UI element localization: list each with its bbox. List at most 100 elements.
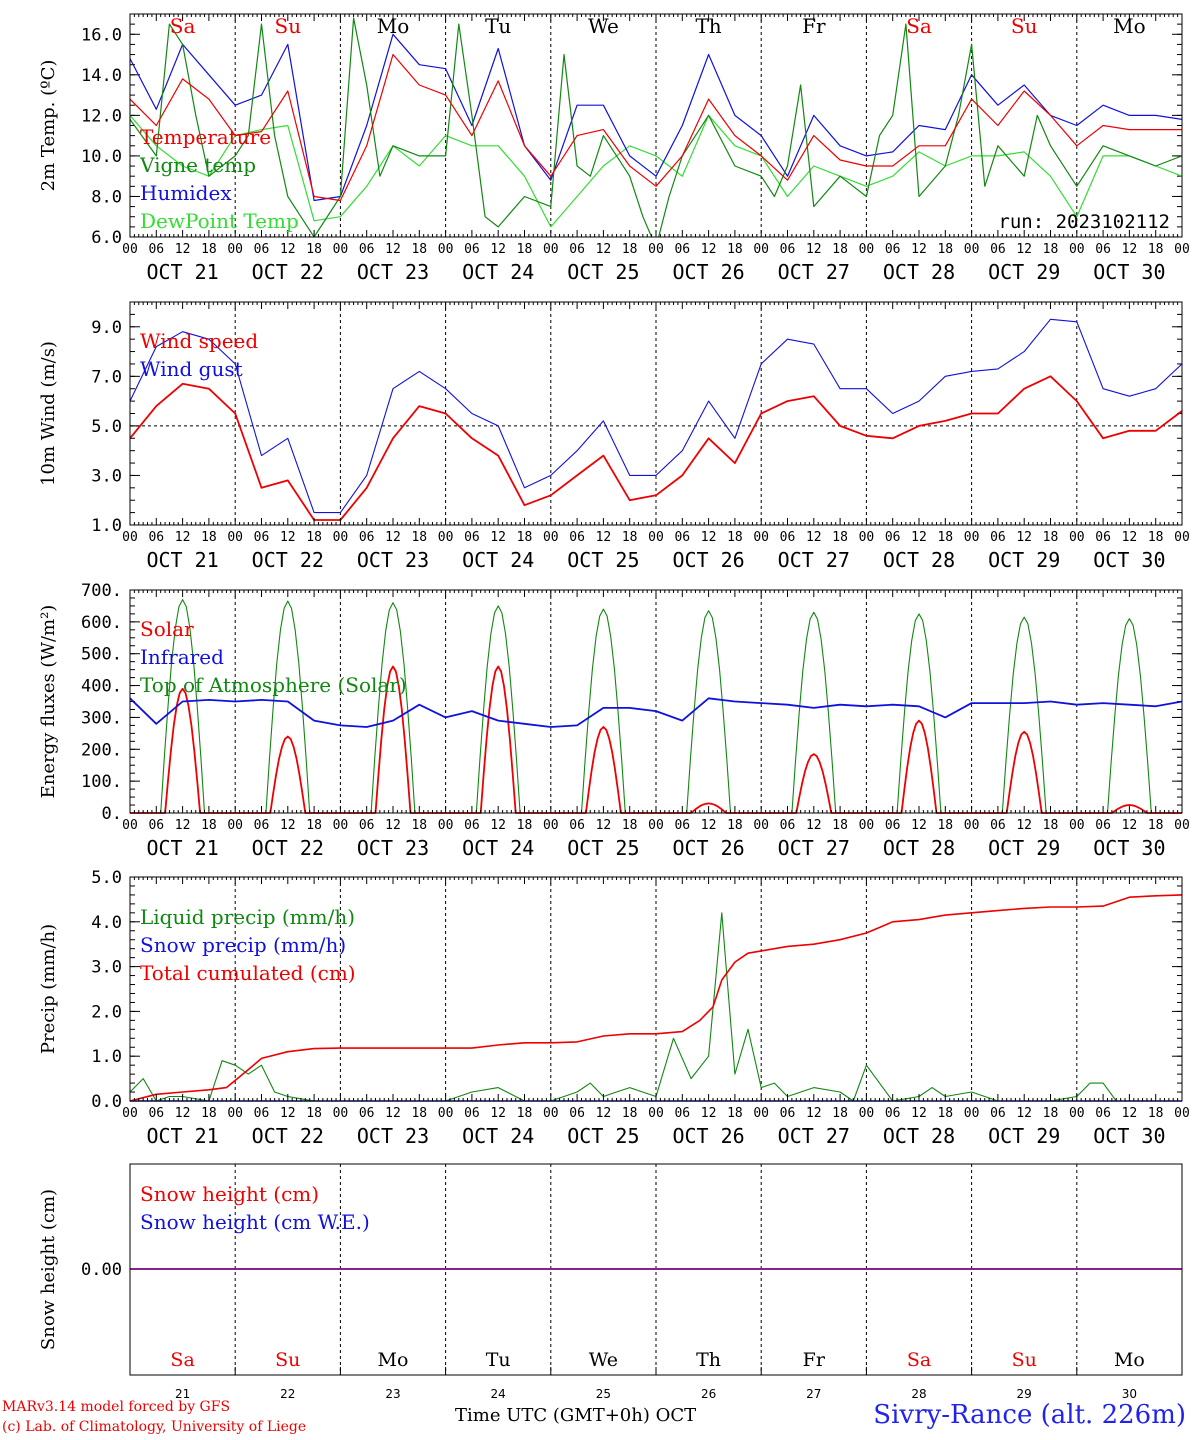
day-number-label: 22	[280, 1387, 295, 1401]
hour-tick-label: 06	[569, 530, 585, 545]
hour-tick-label: 00	[753, 818, 769, 833]
hour-tick-label: 12	[911, 1106, 927, 1121]
hour-tick-label: 00	[964, 818, 980, 833]
y-tick-label: 0.00	[81, 1260, 122, 1280]
hour-tick-label: 12	[1016, 818, 1032, 833]
hour-tick-label: 06	[1095, 242, 1111, 257]
hour-tick-label: 00	[1069, 1106, 1085, 1121]
hour-tick-label: 00	[964, 242, 980, 257]
hour-tick-label: 18	[517, 1106, 533, 1121]
date-label: OCT 30	[1093, 548, 1165, 572]
hour-tick-label: 00	[648, 818, 664, 833]
series-line-temperature	[130, 53, 1182, 202]
hour-tick-label: 06	[359, 818, 375, 833]
weekday-label: Fr	[802, 14, 826, 38]
x-axis-month: OCT	[655, 1405, 697, 1426]
date-label: OCT 26	[672, 548, 744, 572]
hour-tick-label: 18	[832, 242, 848, 257]
weekday-label: Su	[275, 14, 302, 38]
hour-tick-label: 12	[1122, 818, 1138, 833]
hour-tick-label: 12	[701, 242, 717, 257]
weekday-label: Sa	[906, 14, 932, 38]
hour-tick-label: 18	[1148, 530, 1164, 545]
day-number-label: 21	[175, 1387, 190, 1401]
hour-tick-label: 12	[1122, 1106, 1138, 1121]
hour-tick-label: 12	[490, 530, 506, 545]
hour-tick-label: 00	[543, 1106, 559, 1121]
hour-tick-label: 06	[254, 530, 270, 545]
date-label: OCT 21	[146, 836, 218, 860]
date-label: OCT 23	[357, 1124, 429, 1148]
hour-tick-label: 18	[411, 818, 427, 833]
hour-tick-label: 18	[727, 1106, 743, 1121]
hour-tick-label: 06	[254, 1106, 270, 1121]
hour-tick-label: 18	[1043, 242, 1059, 257]
panel-precip: 0.0 1.0 2.0 3.0 4.0 5.0 00 06 12 18 00 06 12 18 00 06 12…	[38, 868, 1190, 1148]
y-tick-label: 300.	[81, 708, 122, 728]
hour-tick-label: 06	[990, 530, 1006, 545]
hour-tick-label: 06	[569, 242, 585, 257]
hour-tick-label: 06	[885, 818, 901, 833]
hour-tick-label: 00	[964, 1106, 980, 1121]
hour-tick-label: 00	[122, 818, 138, 833]
weekday-label: Su	[1011, 14, 1038, 38]
y-tick-label: 700.	[81, 581, 122, 601]
panel-temperature: 6.0 8.0 10.0 12.0 14.0 16.0 00 06 12 18 00 06 12 18 00…	[38, 13, 1190, 284]
date-label: OCT 30	[1093, 836, 1165, 860]
date-label: OCT 22	[252, 548, 324, 572]
hour-tick-label: 00	[438, 818, 454, 833]
hour-tick-label: 18	[201, 818, 217, 833]
hour-tick-label: 18	[411, 242, 427, 257]
hour-tick-label: 06	[674, 530, 690, 545]
legend-entry: Wind gust	[140, 357, 243, 381]
day-number-label: 26	[701, 1387, 716, 1401]
hour-tick-label: 12	[911, 530, 927, 545]
hour-tick-label: 12	[911, 242, 927, 257]
station-name: Sivry-Rance (alt. 226m)	[873, 1400, 1186, 1430]
hour-tick-label: 00	[1069, 242, 1085, 257]
hour-tick-label: 18	[306, 1106, 322, 1121]
date-label: OCT 23	[357, 260, 429, 284]
hour-tick-label: 18	[937, 818, 953, 833]
legend-entry: Humidex	[140, 181, 232, 205]
hour-tick-label: 00	[543, 242, 559, 257]
hour-tick-label: 00	[333, 530, 349, 545]
weekday-label: Sa	[170, 1349, 194, 1371]
y-tick-label: 10.0	[81, 147, 122, 167]
legend-entry: Total cumulated (cm)	[140, 961, 356, 985]
date-label: OCT 23	[357, 836, 429, 860]
hour-tick-label: 18	[937, 1106, 953, 1121]
hour-tick-label: 18	[832, 818, 848, 833]
hour-tick-label: 06	[1095, 818, 1111, 833]
hour-tick-label: 12	[175, 1106, 191, 1121]
hour-tick-label: 00	[753, 242, 769, 257]
hour-tick-label: 00	[333, 242, 349, 257]
hour-tick-label: 18	[1148, 242, 1164, 257]
date-label: OCT 22	[252, 260, 324, 284]
legend-entry: Snow height (cm)	[140, 1182, 319, 1206]
weekday-label: Mo	[378, 1349, 409, 1371]
panel-frame	[129, 301, 1183, 526]
hour-tick-label: 00	[122, 530, 138, 545]
hour-tick-label: 06	[359, 1106, 375, 1121]
weekday-label: Mo	[1114, 1349, 1145, 1371]
date-label: OCT 25	[567, 548, 639, 572]
hour-tick-label: 00	[543, 530, 559, 545]
hour-tick-label: 06	[464, 818, 480, 833]
hour-tick-label: 00	[122, 1106, 138, 1121]
hour-tick-label: 18	[306, 242, 322, 257]
hour-tick-label: 18	[306, 818, 322, 833]
hour-tick-label: 06	[254, 818, 270, 833]
y-axis-title: Snow height (cm)	[38, 1189, 59, 1350]
date-label: OCT 29	[988, 1124, 1060, 1148]
hour-tick-label: 06	[885, 242, 901, 257]
hour-tick-label: 00	[1174, 818, 1190, 833]
y-tick-label: 4.0	[91, 913, 122, 933]
series-line-humidex	[130, 33, 1182, 202]
weekday-label: Tu	[486, 1349, 511, 1371]
hour-tick-label: 00	[648, 242, 664, 257]
hour-tick-label: 18	[622, 818, 638, 833]
y-tick-label: 0.0	[91, 1092, 122, 1112]
hour-tick-label: 12	[175, 530, 191, 545]
hour-tick-label: 18	[517, 530, 533, 545]
